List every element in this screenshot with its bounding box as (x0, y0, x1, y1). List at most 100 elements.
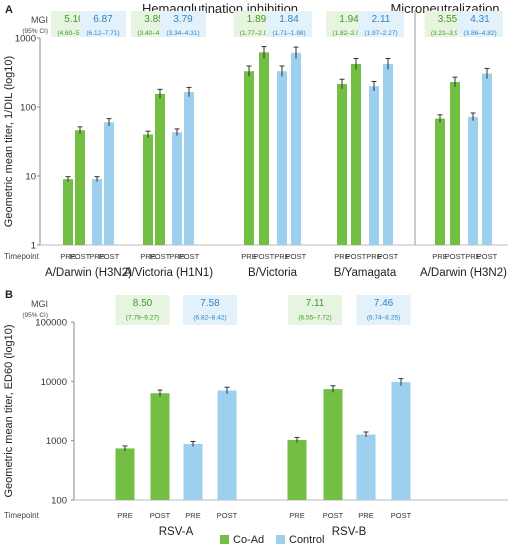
panel-a-group-3-co-ad-pre-bar (337, 84, 347, 246)
panel-a-group-1-control-post-bar (184, 91, 194, 245)
panel-b-y-tick-label: 100000 (35, 318, 67, 329)
panel-b-timepoint-label: Timepoint (4, 511, 40, 520)
panel-b-group-1-co-ad-post-bar (323, 389, 343, 500)
panel-a-y-tick-label: 1000 (15, 34, 36, 45)
panel-a-group-1-post-timepoint-label: POST (179, 252, 200, 261)
panel-a-group-4-control-post-bar (482, 73, 492, 245)
panel-a-group-2-label: B/Victoria (248, 267, 298, 279)
panel-a-group-2-pre-timepoint-label: PRE (274, 252, 289, 261)
panel-a-group-2-post-timepoint-label: POST (286, 252, 307, 261)
panel-a-group-2-co-ad-pre-bar (244, 71, 254, 246)
panel-b-group-0-co-ad-mgi-box (115, 295, 170, 325)
panel-a-group-3-mgi-ci: (1.82–2.07) (332, 30, 365, 37)
panel-b-group-1-mgi-ci: (6.74–8.25) (367, 315, 400, 322)
panel-a-group-3-mgi-value: 1.94 (339, 14, 359, 25)
panel-b-group-0-mgi-ci: (7.79–9.27) (126, 315, 159, 322)
panel-a-group-0-pre-timepoint-label: PRE (60, 252, 75, 261)
panel-a-group-4-co-ad-post-bar (450, 82, 460, 246)
panel-a-mgi-label: MGI (31, 15, 48, 25)
panel-a-group-3-mgi-ci: (1.97–2.27) (364, 30, 397, 37)
panel-a-group-4-mgi-value: 4.31 (470, 14, 490, 25)
panel-a-group-4-co-ad-pre-bar (435, 118, 445, 245)
panel-a-group-4-pre-timepoint-label: PRE (465, 252, 480, 261)
panel-b-y-axis-label: Geometric mean titer, ED60 (log10) (3, 324, 15, 497)
panel-a-group-2-co-ad-post-bar (259, 52, 269, 245)
panel-a-group-0-co-ad-pre-bar (63, 179, 73, 245)
legend-label-control: Control (289, 534, 324, 546)
panel-a-y-tick-label: 100 (20, 103, 36, 114)
panel-a-group-4-mgi-value: 3.55 (438, 14, 458, 25)
panel-b-group-0-pre-timepoint-label: PRE (185, 511, 200, 520)
panel-a-timepoint-label: Timepoint (4, 252, 40, 261)
panel-a-group-0-post-timepoint-label: POST (99, 252, 120, 261)
panel-a-group-3-post-timepoint-label: POST (378, 252, 399, 261)
panel-a-group-4-post-timepoint-label: POST (477, 252, 498, 261)
panel-b-group-0-control-post-bar (217, 390, 237, 500)
panel-b-group-1-co-ad-pre-bar (287, 439, 307, 500)
panel-a-group-1-control-pre-bar (172, 132, 182, 245)
panel-a-group-0-co-ad-post-bar (75, 130, 85, 245)
panel-a-group-0-mgi-ci: (6.12–7.71) (86, 30, 119, 37)
panel-a-group-3-control-pre-bar (369, 86, 379, 245)
panel-a-group-2-control-post-bar (291, 52, 301, 245)
panel-a-group-3-pre-timepoint-label: PRE (366, 252, 381, 261)
panel-a-y-tick-label: 1 (31, 241, 36, 252)
panel-a-group-0-mgi-value: 6.87 (93, 14, 113, 25)
legend: Co-Ad Control (220, 534, 324, 546)
panel-b-group-1-mgi-ci: (6.55–7.72) (298, 315, 331, 322)
panel-b-group-0-mgi-value: 7.58 (200, 298, 220, 309)
panel-b-group-0-pre-timepoint-label: PRE (117, 511, 132, 520)
panel-b-group-1-control-pre-bar (356, 434, 376, 500)
panel-a-group-0-label: A/Darwin (H3N2) (45, 267, 132, 279)
panel-b-mgi-label: MGI (31, 299, 48, 309)
panel-b-ci-label: (95% CI) (22, 312, 48, 319)
panel-a-group-1-label: A/Victoria (H1N1) (124, 267, 213, 279)
panel-a-group-2-mgi-ci: (1.77–2.03) (240, 30, 273, 37)
panel-a-group-1-control-mgi-box (160, 11, 206, 37)
panel-a-group-0-control-post-bar (104, 122, 114, 245)
panel-b-group-0-co-ad-post-bar (150, 393, 170, 500)
panel-a-group-3-label: B/Yamagata (334, 267, 397, 279)
panel-b-group-1-mgi-value: 7.11 (306, 298, 325, 309)
panel-a-group-0-pre-timepoint-label: PRE (89, 252, 104, 261)
panel-b-letter: B (5, 289, 13, 301)
panel-a-group-4-mgi-ci: (3.21–3.92) (431, 30, 464, 37)
panel-a-group-1-mgi-ci: (3.40–4.35) (137, 30, 170, 37)
panel-a-group-3-pre-timepoint-label: PRE (334, 252, 349, 261)
panel-a-group-2-control-mgi-box (266, 11, 312, 37)
panel-a-group-2-mgi-value: 1.89 (247, 14, 267, 25)
panel-b-group-1-post-timepoint-label: POST (391, 511, 412, 520)
panel-b-group-0-label: RSV-A (159, 526, 194, 538)
panel-a-group-2-control-pre-bar (277, 71, 287, 246)
panel-a-group-4-control-mgi-box (457, 11, 503, 37)
panel-a-group-3-control-post-bar (383, 63, 393, 245)
panel-a-group-2-post-timepoint-label: POST (254, 252, 275, 261)
panel-b-group-1-label: RSV-B (332, 526, 367, 538)
panel-b-y-tick-label: 10000 (41, 377, 67, 388)
panel-b-group-1-post-timepoint-label: POST (323, 511, 344, 520)
panel-b-group-1-control-post-bar (391, 382, 411, 500)
panel-a-group-3-co-ad-post-bar (351, 63, 361, 245)
panel-a-group-1-pre-timepoint-label: PRE (169, 252, 184, 261)
panel-a-group-1-mgi-ci: (3.34–4.31) (166, 30, 199, 37)
panel-a-group-4-post-timepoint-label: POST (445, 252, 466, 261)
panel-a-group-2-pre-timepoint-label: PRE (241, 252, 256, 261)
panel-b-group-1-co-ad-mgi-box (288, 295, 342, 325)
panel-a-group-0-mgi-value: 5.10 (64, 14, 84, 25)
panel-a-ci-label: (95% CI) (22, 28, 48, 35)
panel-a-y-axis-label: Geometric mean titer, 1/DIL (log10) (3, 56, 15, 227)
panel-b-group-0-co-ad-pre-bar (115, 448, 135, 500)
panel-a-group-4-pre-timepoint-label: PRE (432, 252, 447, 261)
panel-a-group-0-control-mgi-box (80, 11, 126, 37)
panel-a-group-1-co-ad-post-bar (155, 93, 165, 245)
panel-b-group-0-post-timepoint-label: POST (150, 511, 171, 520)
panel-a-group-4-control-pre-bar (468, 116, 478, 245)
panel-b-y-tick-label: 100 (51, 496, 67, 507)
panel-b-group-1-pre-timepoint-label: PRE (289, 511, 304, 520)
panel-a-group-4-label: A/Darwin (H3N2) (420, 267, 507, 279)
panel-a-group-1-co-ad-pre-bar (143, 134, 153, 245)
panel-a-group-1-mgi-value: 3.85 (144, 14, 164, 25)
panel-a-group-1-post-timepoint-label: POST (150, 252, 171, 261)
panel-b-group-0-mgi-ci: (6.82–8.42) (193, 315, 226, 322)
